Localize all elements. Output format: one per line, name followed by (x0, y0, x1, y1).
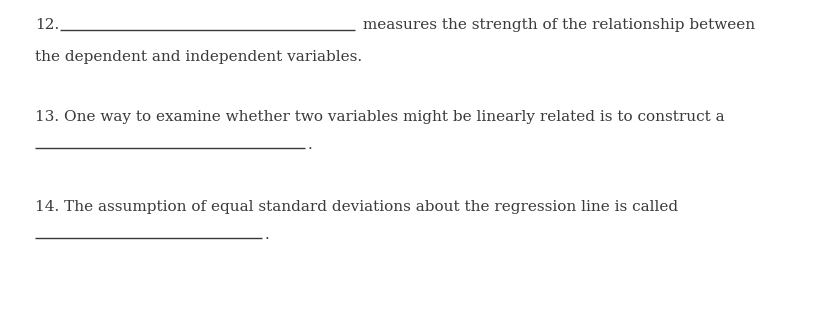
Text: .: . (308, 138, 313, 152)
Text: 13. One way to examine whether two variables might be linearly related is to con: 13. One way to examine whether two varia… (35, 110, 724, 124)
Text: the dependent and independent variables.: the dependent and independent variables. (35, 50, 361, 64)
Text: measures the strength of the relationship between: measures the strength of the relationshi… (357, 18, 754, 32)
Text: 14. The assumption of equal standard deviations about the regression line is cal: 14. The assumption of equal standard dev… (35, 200, 677, 214)
Text: 12.: 12. (35, 18, 60, 32)
Text: .: . (265, 228, 270, 242)
